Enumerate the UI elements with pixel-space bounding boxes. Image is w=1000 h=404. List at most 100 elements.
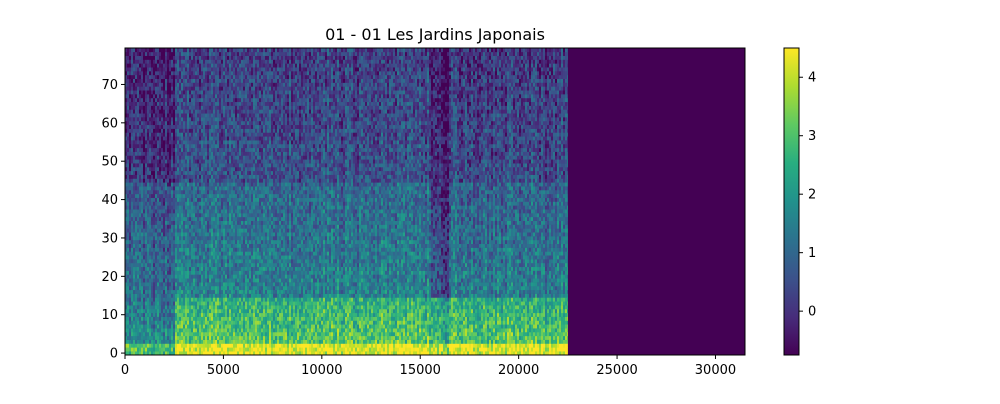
heatmap-cell bbox=[203, 213, 205, 218]
heatmap-cell bbox=[157, 78, 159, 83]
heatmap-cell bbox=[243, 301, 245, 306]
heatmap-cell bbox=[221, 193, 223, 198]
heatmap-cell bbox=[131, 86, 133, 91]
heatmap-cell bbox=[231, 308, 233, 314]
heatmap-cell bbox=[137, 308, 139, 314]
heatmap-cell bbox=[171, 293, 173, 298]
heatmap-cell bbox=[125, 163, 127, 168]
heatmap-cell bbox=[217, 63, 219, 68]
heatmap-cell bbox=[211, 163, 213, 168]
heatmap-cell bbox=[239, 266, 241, 271]
heatmap-cell bbox=[143, 74, 145, 79]
heatmap-cell bbox=[225, 101, 227, 106]
heatmap-cell bbox=[199, 90, 201, 95]
heatmap-cell bbox=[199, 209, 201, 214]
heatmap-cell bbox=[245, 166, 247, 172]
heatmap-cell bbox=[231, 293, 233, 298]
heatmap-cell bbox=[161, 124, 163, 129]
heatmap-cell bbox=[173, 343, 175, 348]
heatmap-cell bbox=[133, 178, 135, 183]
heatmap-cell bbox=[179, 305, 181, 310]
heatmap-cell bbox=[131, 97, 133, 103]
heatmap-cell bbox=[127, 101, 129, 106]
heatmap-cell bbox=[187, 274, 189, 279]
heatmap-cell bbox=[159, 339, 161, 344]
heatmap-cell bbox=[225, 297, 227, 302]
heatmap-cell bbox=[205, 132, 207, 137]
heatmap-cell bbox=[139, 316, 141, 321]
heatmap-cell bbox=[127, 189, 129, 195]
heatmap-cell bbox=[179, 170, 181, 175]
heatmap-cell bbox=[149, 255, 151, 260]
heatmap-cell bbox=[185, 331, 187, 337]
heatmap-cell bbox=[217, 120, 219, 126]
heatmap-cell bbox=[245, 289, 247, 294]
heatmap-cell bbox=[191, 151, 193, 156]
heatmap-cell bbox=[219, 74, 221, 79]
heatmap-cell bbox=[239, 293, 241, 298]
heatmap-cell bbox=[125, 289, 127, 294]
heatmap-cell bbox=[151, 170, 153, 175]
heatmap-cell bbox=[239, 143, 241, 149]
heatmap-cell bbox=[179, 120, 181, 126]
heatmap-cell bbox=[145, 328, 147, 333]
heatmap-cell bbox=[221, 197, 223, 202]
heatmap-cell bbox=[157, 293, 159, 298]
heatmap-cell bbox=[197, 209, 199, 214]
heatmap-cell bbox=[227, 201, 229, 206]
heatmap-cell bbox=[175, 282, 177, 287]
heatmap-cell bbox=[183, 228, 185, 233]
heatmap-cell bbox=[197, 316, 199, 321]
heatmap-cell bbox=[183, 331, 185, 337]
heatmap-cell bbox=[143, 182, 145, 187]
heatmap-cell bbox=[243, 166, 245, 172]
heatmap-cell bbox=[171, 259, 173, 264]
heatmap-cell bbox=[193, 117, 195, 122]
heatmap-cell bbox=[189, 351, 191, 356]
heatmap-cell bbox=[143, 324, 145, 329]
heatmap-cell bbox=[171, 147, 173, 152]
heatmap-cell bbox=[205, 247, 207, 252]
heatmap-cell bbox=[245, 297, 247, 302]
heatmap-cell bbox=[205, 140, 207, 145]
heatmap-cell bbox=[127, 48, 129, 53]
heatmap-cell bbox=[183, 293, 185, 298]
heatmap-cell bbox=[233, 259, 235, 264]
heatmap-cell bbox=[163, 105, 165, 110]
heatmap-cell bbox=[177, 132, 179, 137]
heatmap-cell bbox=[195, 324, 197, 329]
heatmap-cell bbox=[243, 163, 245, 168]
heatmap-cell bbox=[233, 266, 235, 271]
heatmap-cell bbox=[173, 55, 175, 60]
heatmap-cell bbox=[193, 67, 195, 72]
heatmap-cell bbox=[221, 97, 223, 103]
heatmap-cell bbox=[245, 224, 247, 229]
heatmap-cell bbox=[247, 170, 249, 175]
heatmap-cell bbox=[195, 262, 197, 268]
heatmap-cell bbox=[235, 213, 237, 218]
heatmap-cell bbox=[197, 197, 199, 202]
heatmap-cell bbox=[143, 193, 145, 198]
heatmap-cell bbox=[173, 186, 175, 191]
heatmap-cell bbox=[243, 278, 245, 283]
heatmap-cell bbox=[233, 301, 235, 306]
heatmap-cell bbox=[171, 186, 173, 191]
heatmap-cell bbox=[215, 71, 217, 76]
heatmap-cell bbox=[139, 205, 141, 210]
heatmap-cell bbox=[231, 170, 233, 175]
heatmap-cell bbox=[195, 86, 197, 91]
heatmap-cell bbox=[247, 324, 249, 329]
heatmap-cell bbox=[221, 59, 223, 64]
heatmap-cell bbox=[211, 140, 213, 145]
heatmap-cell bbox=[209, 205, 211, 210]
heatmap-cell bbox=[201, 55, 203, 60]
heatmap-cell bbox=[157, 331, 159, 337]
heatmap-cell bbox=[217, 335, 219, 340]
heatmap-cell bbox=[143, 351, 145, 356]
heatmap-cell bbox=[227, 151, 229, 156]
heatmap-cell bbox=[233, 220, 235, 225]
heatmap-cell bbox=[181, 197, 183, 202]
heatmap-cell bbox=[141, 147, 143, 152]
heatmap-cell bbox=[201, 274, 203, 279]
heatmap-cell bbox=[201, 259, 203, 264]
